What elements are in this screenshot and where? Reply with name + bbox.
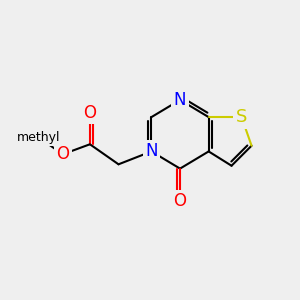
Text: S: S xyxy=(236,108,247,126)
Text: O: O xyxy=(83,104,96,122)
Text: N: N xyxy=(145,142,158,160)
Text: O: O xyxy=(56,145,69,163)
Text: methyl: methyl xyxy=(17,130,60,144)
Text: N: N xyxy=(174,91,186,109)
Text: O: O xyxy=(173,193,187,211)
